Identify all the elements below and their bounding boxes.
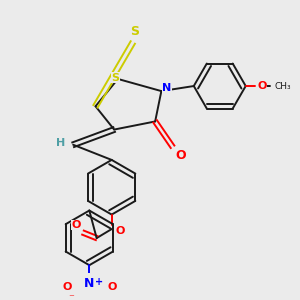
Text: CH₃: CH₃ bbox=[274, 82, 291, 91]
Text: S: S bbox=[111, 73, 119, 82]
Text: O: O bbox=[71, 220, 81, 230]
Text: O: O bbox=[62, 282, 72, 292]
Text: ⁻: ⁻ bbox=[68, 293, 74, 300]
Text: S: S bbox=[130, 26, 139, 38]
Text: +: + bbox=[95, 277, 104, 287]
Text: O: O bbox=[175, 149, 186, 163]
Text: O: O bbox=[107, 282, 116, 292]
Text: N: N bbox=[162, 83, 172, 93]
Text: N: N bbox=[84, 277, 94, 290]
Text: O: O bbox=[116, 226, 125, 236]
Text: O: O bbox=[257, 81, 267, 91]
Text: H: H bbox=[56, 138, 65, 148]
